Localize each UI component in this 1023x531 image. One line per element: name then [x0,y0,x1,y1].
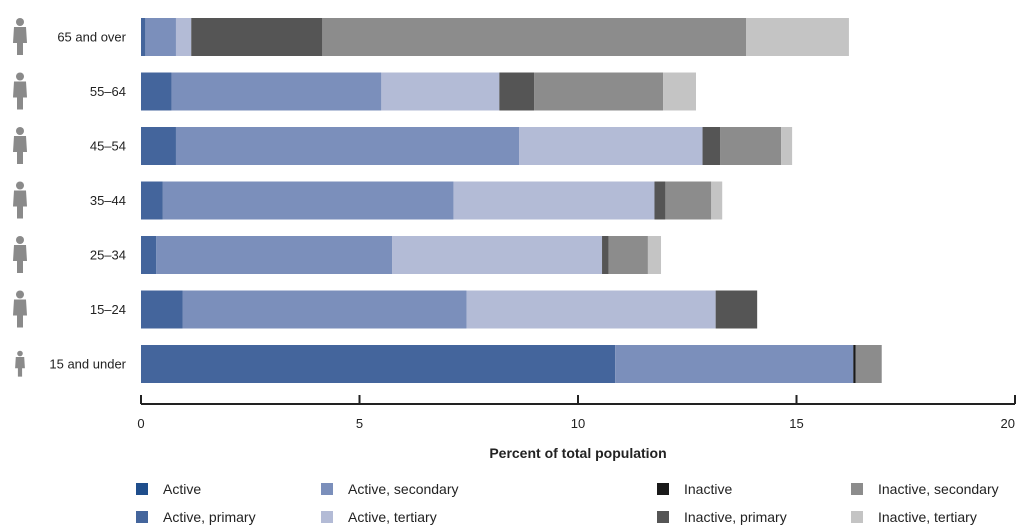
legend-label: Inactive, primary [684,509,787,525]
bar-segment [654,181,666,220]
legend-label: Inactive, tertiary [878,509,977,525]
legend: Active Active, primary Active, secondary Ac… [136,481,999,525]
legend-label: Inactive, secondary [878,481,999,497]
bar-segment [466,290,716,329]
legend-label: Active, primary [163,509,256,525]
legend-swatch [136,511,148,523]
bar-segment [647,236,662,274]
legend-label: Active, tertiary [348,509,437,525]
legend-swatch [136,483,148,495]
bar-segment [519,127,703,165]
person-icon [13,181,27,219]
legend-item: Active, primary [136,509,256,525]
bar-segment [855,345,882,383]
x-tick-label: 10 [571,416,585,431]
bar-segment [162,181,454,220]
bar-segment [499,72,535,111]
legend-item: Inactive, primary [657,509,787,525]
category-label: 15–24 [90,302,126,317]
legend-item: Inactive, secondary [851,481,999,497]
bar-segment [608,236,648,274]
bar-segment [182,290,467,329]
bar-segment [141,18,146,56]
bar-segment [702,127,721,165]
x-tick-label: 20 [1001,416,1015,431]
person-icon [13,290,27,328]
legend-label: Inactive [684,481,732,497]
x-axis: 0 5 10 15 20 Percent of total population [137,395,1016,461]
bar-segment [141,181,163,220]
legend-swatch [321,483,333,495]
bar-segment [191,18,323,56]
legend-label: Active [163,481,201,497]
bar-segment [141,290,183,329]
legend-swatch [851,511,863,523]
category-label: 55–64 [90,84,126,99]
category-label: 25–34 [90,248,126,263]
legend-item: Active, secondary [321,481,459,497]
bar-segment [453,181,655,220]
person-icon [13,72,27,110]
person-icon [15,350,25,377]
bar-segment [381,72,500,111]
bar-segment [715,290,758,329]
legend-item: Active [136,481,201,497]
category-label: 35–44 [90,193,126,208]
bar-segment [602,236,609,274]
legend-swatch [851,483,863,495]
legend-label: Active, secondary [348,481,459,497]
legend-item: Active, tertiary [321,509,437,525]
bar-segment [145,18,176,56]
category-labels: 65 and over 55–64 45–54 35–44 25–34 15–24 15 a… [49,30,126,372]
legend-item: Inactive, tertiary [851,509,977,525]
bar-segment [175,18,192,56]
legend-swatch [657,483,669,495]
bar-segment [534,72,664,111]
category-label: 15 and under [49,357,126,372]
person-icons [13,18,27,377]
bar-segment [171,72,382,111]
bar-segment [141,236,157,274]
x-tick-label: 0 [137,416,144,431]
bar-segment [711,181,723,220]
bar-segment [392,236,603,274]
bar-segment [853,345,856,383]
legend-swatch [321,511,333,523]
bar-segment [175,127,520,165]
person-icon [13,236,27,273]
category-label: 65 and over [57,30,126,45]
bar-segment [322,18,747,56]
bar-segment [141,72,172,111]
bar-segment [746,18,849,56]
bar-segment [720,127,782,165]
category-label: 45–54 [90,139,126,154]
bars [141,18,882,383]
person-icon [13,18,27,55]
bar-segment [781,127,793,165]
bar-segment [663,72,696,111]
bar-segment [141,345,616,383]
bar-segment [141,127,176,165]
person-icon [13,127,27,164]
x-axis-ticks: 0 5 10 15 20 [137,395,1016,431]
x-tick-label: 15 [789,416,803,431]
bar-segment [156,236,393,274]
bar-segment [615,345,854,383]
legend-swatch [657,511,669,523]
bar-segment [665,181,712,220]
x-tick-label: 5 [356,416,363,431]
x-axis-title: Percent of total population [489,445,666,461]
legend-item: Inactive [657,481,732,497]
